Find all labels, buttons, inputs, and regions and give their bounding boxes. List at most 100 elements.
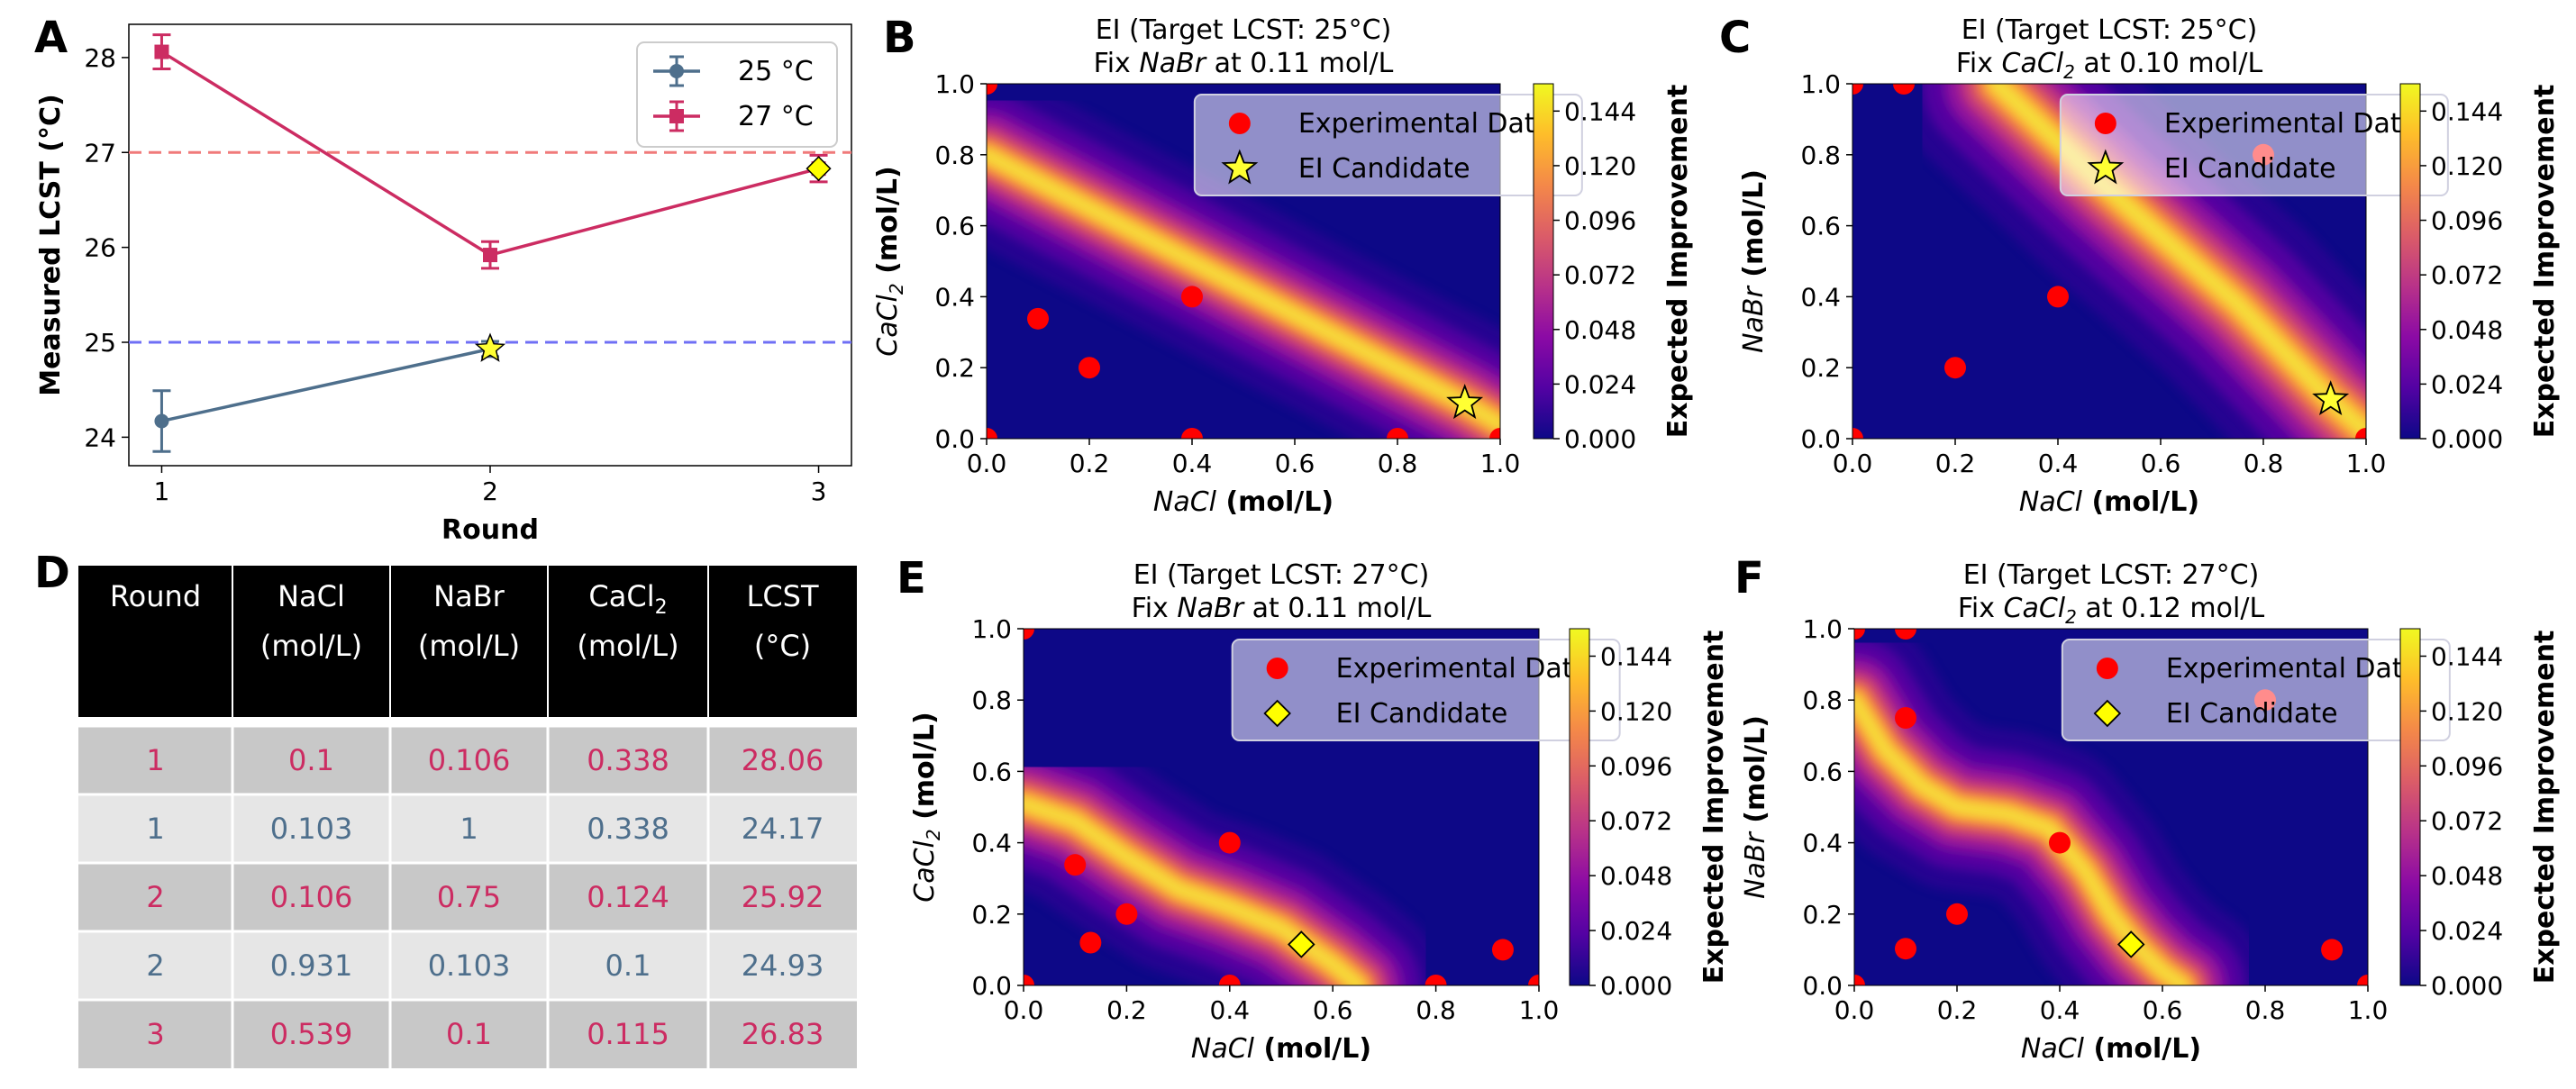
panel-label-f: F xyxy=(1734,553,1764,603)
x-tick-label: 0.4 xyxy=(1172,449,1213,478)
data-point xyxy=(154,413,169,429)
table-cell: 1 xyxy=(146,812,164,846)
results-table: Round NaCl (mol/L) NaBr (mol/L) CaCl2 (mol/L) L… xyxy=(78,566,857,1068)
legend-marker xyxy=(669,64,684,78)
table-cell: 0.115 xyxy=(587,1017,669,1051)
y-tick-label: 0.2 xyxy=(971,900,1012,930)
colorbar-label: Expected Improvement xyxy=(2529,85,2561,439)
y-axis-label: NaBr (mol/L) xyxy=(1740,715,1771,899)
legend-marker-candidate xyxy=(1263,699,1291,728)
heatmap-field xyxy=(1024,629,1539,985)
column-header: Round xyxy=(110,579,201,613)
legend-marker-experimental xyxy=(2094,113,2116,134)
experimental-point xyxy=(987,428,997,439)
y-tick-label: 0.2 xyxy=(934,353,975,383)
legend-box xyxy=(1193,94,1583,196)
y-tick-label: 0.2 xyxy=(1802,900,1843,930)
colorbar-tick-label: 0.024 xyxy=(1600,916,1672,946)
x-tick-label: 1 xyxy=(154,476,170,506)
table-header-background xyxy=(78,566,857,717)
legend-label-candidate: EI Candidate xyxy=(1336,698,1508,730)
colorbar-tick-label: 0.144 xyxy=(1600,641,1672,671)
plot-frame xyxy=(1023,628,1540,986)
table-cell: 1 xyxy=(146,743,164,777)
experimental-point xyxy=(2321,939,2344,961)
experimental-point xyxy=(1024,975,1034,985)
experimental-point xyxy=(1115,903,1138,925)
table-cell: 0.124 xyxy=(587,880,669,914)
colorbar-tick-label: 0.000 xyxy=(1564,424,1636,454)
colorbar-frame xyxy=(1533,83,1554,440)
x-tick-label: 0.0 xyxy=(1004,995,1044,1025)
x-tick-label: 1.0 xyxy=(1519,995,1560,1025)
y-tick-label: 0.2 xyxy=(1800,353,1841,383)
y-tick-label: 0.4 xyxy=(1802,829,1843,858)
colorbar-tick-label: 0.120 xyxy=(1564,151,1636,181)
table-cell: 0.106 xyxy=(428,743,511,777)
colorbar xyxy=(1570,629,1589,985)
colorbar-tick-label: 0.024 xyxy=(2431,369,2503,399)
ei-heatmap-panel-b: EI (Target LCST: 25°C)Fix NaBr at 0.11 m… xyxy=(872,14,1694,518)
chart-title: EI (Target LCST: 27°C) xyxy=(1133,559,1430,591)
colorbar-tick-label: 0.120 xyxy=(1600,696,1672,726)
legend-marker-experimental xyxy=(1228,113,1251,134)
x-tick-label: 0.0 xyxy=(967,449,1007,478)
y-tick-label: 0.8 xyxy=(971,685,1012,715)
x-tick-label: 0.0 xyxy=(1834,995,1875,1025)
legend-label-experimental: Experimental Data xyxy=(2166,653,2419,685)
experimental-point xyxy=(987,84,997,95)
colorbar-tick-label: 0.120 xyxy=(2431,151,2503,181)
legend-marker-candidate xyxy=(2093,699,2122,728)
colorbar-tick-label: 0.048 xyxy=(1600,861,1672,891)
colorbar-tick-label: 0.096 xyxy=(1564,206,1636,236)
experimental-point xyxy=(1489,428,1500,439)
y-tick-label: 28 xyxy=(84,43,116,73)
column-header-unit: (mol/L) xyxy=(260,629,362,663)
experimental-point xyxy=(1079,931,1102,954)
experimental-point xyxy=(1852,84,1863,95)
experimental-point xyxy=(1181,286,1203,308)
candidate-star xyxy=(474,332,506,362)
x-tick-label: 0.2 xyxy=(1106,995,1147,1025)
ei-candidate-diamond xyxy=(2116,930,2145,958)
x-tick-label: 0.4 xyxy=(1210,995,1251,1025)
column-header: NaBr xyxy=(433,579,505,613)
table-row xyxy=(78,931,857,1000)
table-cell: 1 xyxy=(460,812,478,846)
table-row xyxy=(78,1000,857,1068)
y-tick-label: 0.6 xyxy=(1802,757,1843,786)
colorbar-tick-label: 0.096 xyxy=(1600,751,1672,781)
x-tick-label: 0.2 xyxy=(1935,449,1976,478)
y-tick-label: 0.0 xyxy=(971,971,1012,1001)
panel-label-b: B xyxy=(883,13,916,63)
panel-label-c: C xyxy=(1719,13,1751,63)
experimental-point xyxy=(2355,428,2366,439)
ei-heatmap-panel-c: EI (Target LCST: 25°C)Fix CaCl2 at 0.10 … xyxy=(1738,14,2561,518)
x-tick-label: 0.6 xyxy=(2141,449,2181,478)
x-tick-label: 0.0 xyxy=(1833,449,1873,478)
y-tick-label: 1.0 xyxy=(971,614,1012,644)
experimental-point xyxy=(2357,975,2368,985)
y-tick-label: 1.0 xyxy=(1800,69,1841,99)
experimental-point xyxy=(1854,629,1865,640)
table-cell: 3 xyxy=(146,1017,164,1051)
colorbar-tick-label: 0.024 xyxy=(1564,369,1636,399)
table-cell: 0.338 xyxy=(587,743,669,777)
ei-candidate-diamond xyxy=(1288,930,1315,958)
plot-frame xyxy=(1852,83,2367,440)
experimental-point xyxy=(1079,357,1100,379)
x-tick-label: 1.0 xyxy=(1480,449,1521,478)
legend-box xyxy=(2061,639,2451,741)
column-header-unit: (°C) xyxy=(754,629,811,663)
table-cell: 24.93 xyxy=(742,948,824,983)
legend-label-candidate: EI Candidate xyxy=(1298,153,1470,185)
table-cell: 2 xyxy=(146,948,164,983)
colorbar-tick-label: 0.144 xyxy=(2431,96,2503,126)
colorbar-tick-label: 0.096 xyxy=(2431,751,2503,781)
colorbar-frame xyxy=(2399,628,2421,986)
y-tick-label: 0.8 xyxy=(1800,141,1841,170)
ei-ridge-band xyxy=(1024,796,1365,985)
legend-label: 27 °C xyxy=(738,101,814,132)
experimental-point xyxy=(1425,975,1447,985)
column-header-unit: (mol/L) xyxy=(577,629,678,663)
